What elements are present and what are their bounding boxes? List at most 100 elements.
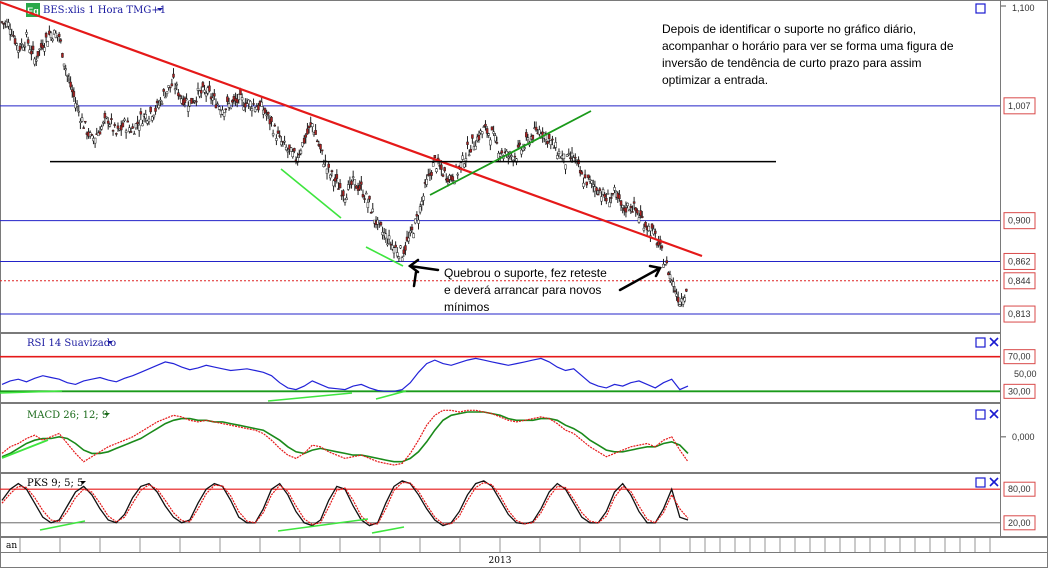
- price-maximize-icon[interactable]: [975, 3, 986, 14]
- price-candle-body: [471, 134, 474, 139]
- price-candle-body: [477, 134, 481, 141]
- price-candle-body: [129, 131, 133, 133]
- price-candle-body: [275, 138, 278, 141]
- price-candle-body: [93, 137, 97, 144]
- price-candle-body: [2, 23, 5, 25]
- price-candle-body: [660, 245, 664, 249]
- price-candle-body: [244, 103, 247, 108]
- macd-maximize-icon[interactable]: [975, 409, 986, 420]
- rsi-divergence-line: [267, 392, 353, 402]
- price-candle-body: [265, 114, 268, 117]
- price-candle-body: [15, 43, 18, 46]
- price-candle-body: [62, 63, 66, 67]
- price-candle-body: [214, 104, 218, 109]
- rsi-chevron-down-icon[interactable]: [107, 341, 113, 344]
- pks-maximize-icon[interactable]: [975, 477, 986, 488]
- macd-chevron-down-icon[interactable]: [104, 413, 110, 416]
- price-candle-body: [360, 181, 363, 185]
- annotation-main: Depois de identificar o suporte no gráfi…: [662, 22, 954, 87]
- rsi-panel-title[interactable]: RSI 14 Suavizado: [27, 338, 116, 349]
- price-candle-body: [464, 158, 468, 162]
- price-candle-body: [412, 233, 415, 239]
- pks-panel-title[interactable]: PKS 9; 5; 5: [27, 478, 83, 489]
- price-level-label: 0,844: [1008, 276, 1031, 286]
- rsi-level-badge: [1003, 383, 1036, 399]
- price-candle-body: [30, 50, 33, 55]
- price-candle-body: [69, 81, 72, 88]
- price-candle-body: [611, 193, 615, 195]
- price-candle-body: [154, 107, 157, 112]
- price-candle-body: [425, 179, 428, 185]
- price-candle-body: [507, 156, 510, 159]
- price-candle-body: [583, 174, 587, 179]
- price-candle-body: [54, 32, 58, 38]
- price-candle-body: [273, 124, 277, 127]
- price-candle-body: [629, 206, 633, 209]
- price-candle-body: [216, 103, 219, 106]
- price-candle-body: [595, 187, 598, 192]
- price-candle-body: [288, 144, 291, 150]
- macd-close-icon[interactable]: [989, 409, 999, 419]
- price-candle-body: [116, 125, 120, 129]
- macd-panel-title[interactable]: MACD 26; 12; 9: [27, 410, 108, 421]
- price-candle-body: [580, 171, 584, 175]
- price-candle-body: [618, 194, 621, 199]
- pks-chevron-down-icon[interactable]: [80, 481, 86, 484]
- time-axis-month: an: [6, 541, 17, 551]
- price-level-badge: [1003, 305, 1036, 323]
- price-candle-body: [564, 164, 567, 170]
- price-candle-body: [121, 122, 125, 128]
- price-candle-body: [319, 144, 322, 150]
- price-candle-body: [441, 174, 445, 177]
- price-candle-body: [257, 104, 260, 111]
- price-candle-body: [467, 154, 471, 157]
- pks-level-badge: [1003, 481, 1036, 497]
- annotation-break-line-1: Quebrou o suporte, fez reteste: [444, 266, 607, 280]
- price-candle-body: [64, 68, 67, 71]
- divergence-line: [365, 246, 404, 267]
- pks-divergence-line: [39, 520, 86, 531]
- price-candle-body: [407, 237, 410, 242]
- price-candle-body: [619, 200, 623, 206]
- price-candle-body: [46, 41, 49, 47]
- price-candle-body: [26, 39, 30, 44]
- chart-header-title[interactable]: BES:xlis 1 Hora TMG+1: [43, 5, 166, 16]
- price-candle-body: [650, 223, 654, 229]
- price-candle-body: [242, 106, 245, 111]
- rsi-close-icon[interactable]: [989, 337, 999, 347]
- price-candle-body: [270, 116, 273, 123]
- price-candle-body: [283, 140, 286, 143]
- header-chevron-down-icon[interactable]: [157, 8, 163, 11]
- price-candle-body: [320, 149, 324, 152]
- price-candle-body: [0, 21, 4, 23]
- price-candle-body: [510, 155, 513, 157]
- price-candle-body: [654, 230, 657, 234]
- price-candle-body: [59, 39, 63, 42]
- rsi-divergence-line: [375, 390, 407, 400]
- rsi-maximize-icon[interactable]: [975, 337, 986, 348]
- price-candle-body: [516, 144, 520, 148]
- eq-logo: Eq: [27, 6, 39, 16]
- price-candle-body: [53, 30, 56, 35]
- price-candle-body: [222, 112, 226, 117]
- pks-close-icon[interactable]: [989, 477, 999, 487]
- price-candle-body: [80, 117, 84, 122]
- price-candle-body: [409, 230, 412, 234]
- price-candle-body: [355, 185, 358, 189]
- price-candle-body: [13, 38, 17, 44]
- price-candle-body: [175, 83, 179, 86]
- price-candle-body: [249, 101, 252, 107]
- price-candle-body: [82, 127, 85, 129]
- price-candle-body: [549, 140, 553, 145]
- price-candle-body: [480, 131, 484, 135]
- price-candle-body: [276, 130, 280, 134]
- price-candle-body: [84, 120, 87, 123]
- price-candle-body: [36, 51, 40, 57]
- price-candle-body: [389, 243, 392, 246]
- pks-level-label: 80,00: [1008, 484, 1031, 494]
- price-candle-body: [70, 89, 74, 93]
- rsi-series-line: [1, 357, 689, 392]
- price-candle-body: [592, 184, 595, 187]
- price-candle-body: [675, 293, 678, 297]
